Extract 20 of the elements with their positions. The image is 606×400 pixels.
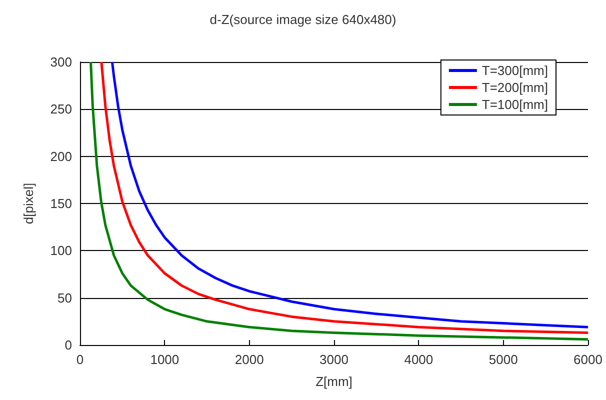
chart-title: d-Z(source image size 640x480) <box>210 12 396 27</box>
legend-label: T=200[mm] <box>482 80 548 95</box>
y-tick-label: 300 <box>50 54 72 70</box>
x-tick-label: 5000 <box>488 352 518 367</box>
y-tick-label: 100 <box>50 243 72 258</box>
legend-label: T=100[mm] <box>482 97 548 112</box>
x-tick-label: 2000 <box>234 352 264 367</box>
x-tick-label: 1000 <box>150 352 180 367</box>
x-tick-label: 4000 <box>404 352 434 367</box>
y-axis-title: d[pixel] <box>21 182 36 224</box>
x-tick-label: 3000 <box>320 352 348 367</box>
y-tick-label: 150 <box>50 196 72 211</box>
y-tick-label: 50 <box>58 290 72 306</box>
y-tick-label: 0 <box>64 338 72 352</box>
x-axis-title: Z[mm] <box>316 374 352 389</box>
x-tick-label: 0 <box>76 352 84 367</box>
legend-label: T=300[mm] <box>482 63 548 78</box>
y-tick-label: 250 <box>50 102 72 117</box>
x-tick-label: 6000 <box>574 352 602 367</box>
y-tick-label: 200 <box>50 148 72 164</box>
